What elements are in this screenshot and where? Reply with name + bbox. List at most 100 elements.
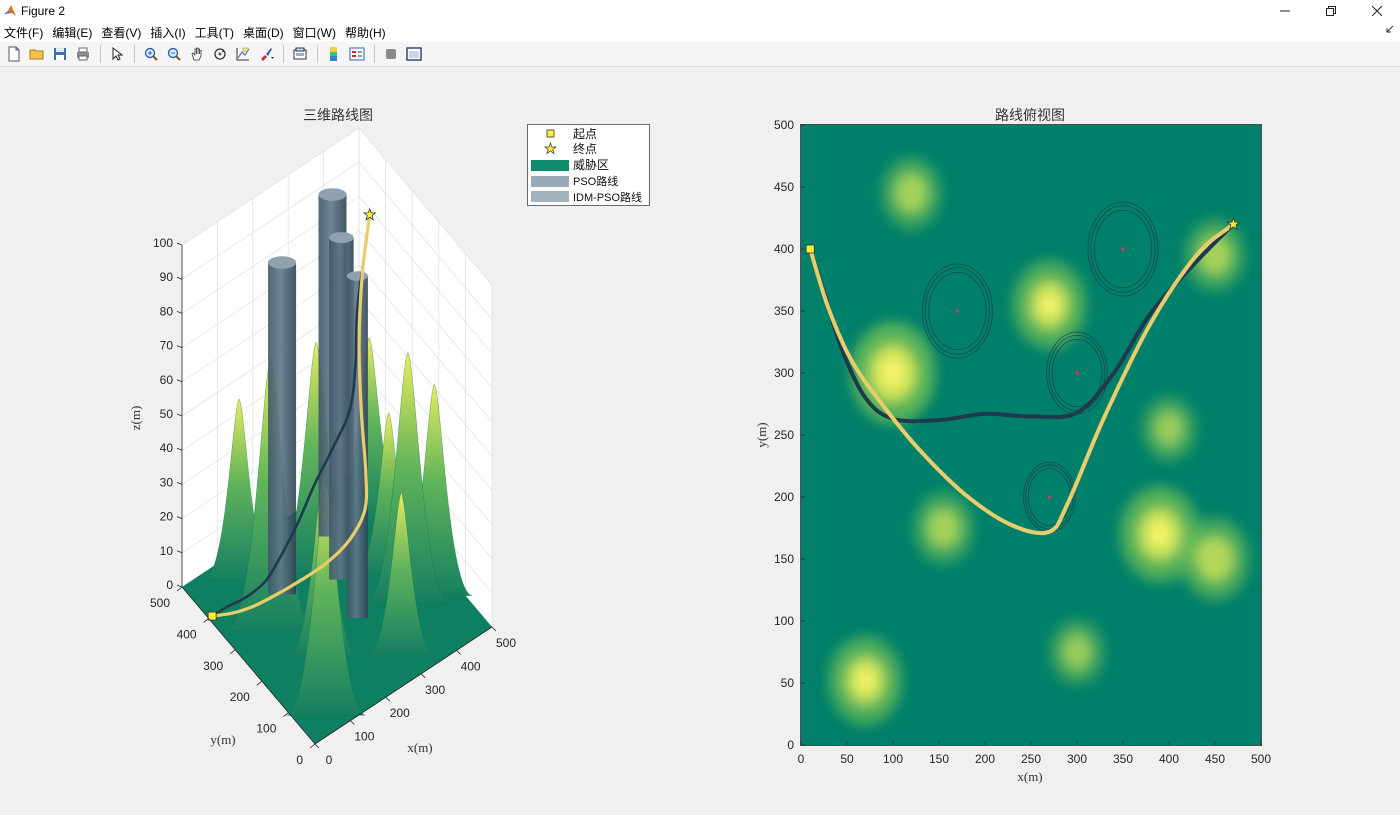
zoom-in-icon xyxy=(144,47,158,61)
open-folder-button[interactable] xyxy=(26,44,47,65)
menu-file[interactable]: 文件(F) xyxy=(4,25,44,40)
dock-icon xyxy=(405,47,422,61)
legend-end-marker xyxy=(544,142,557,155)
y-tick-label: 500 xyxy=(774,118,794,132)
legend-end-label: 终点 xyxy=(573,141,597,156)
data-cursor-button[interactable] xyxy=(232,44,253,65)
y-tick-label-3d: 400 xyxy=(177,627,197,641)
dock-button[interactable] xyxy=(403,44,424,65)
z-tick-label: 20 xyxy=(160,510,174,524)
terrain-peak-3d xyxy=(366,352,450,604)
grid-line xyxy=(358,196,493,354)
axis-line-3d xyxy=(314,743,320,749)
terrain-peak-3d xyxy=(368,492,434,655)
z-tick-label: 70 xyxy=(160,339,174,353)
legend-icon xyxy=(349,47,364,61)
minimize-button[interactable] xyxy=(1262,0,1308,22)
terrain-peak-core xyxy=(1195,535,1235,583)
y-tick-label-3d: 200 xyxy=(230,690,250,704)
terrain-surface xyxy=(182,336,492,744)
z-tick-label: 50 xyxy=(160,407,174,421)
colorbar-button[interactable] xyxy=(323,44,344,65)
z-axis-label: z(m) xyxy=(128,406,143,431)
select-arrow-button[interactable] xyxy=(106,44,127,65)
select-arrow-icon xyxy=(112,46,123,61)
pso-path-3d xyxy=(211,214,372,618)
x-axis-label-3d: x(m) xyxy=(407,740,432,755)
threat-center xyxy=(955,309,960,313)
menu-insert[interactable]: 插入(I) xyxy=(150,25,186,40)
threat-ring xyxy=(1093,209,1153,289)
terrain-peak-core xyxy=(1153,410,1185,448)
axis-line-3d xyxy=(176,311,183,314)
legend-start-marker xyxy=(546,129,555,138)
zoom-out-button[interactable] xyxy=(163,44,184,65)
menu-window[interactable]: 窗口(W) xyxy=(292,25,336,40)
axis-line-3d xyxy=(283,712,289,717)
legend-pso-swatch xyxy=(531,176,569,187)
toolbar-separator xyxy=(100,45,101,63)
pan-hand-button[interactable] xyxy=(186,44,207,65)
axis-line-3d xyxy=(420,673,426,679)
z-tick-label: 80 xyxy=(160,304,174,318)
x-tick-label-3d: 200 xyxy=(390,706,410,720)
axis-line-3d xyxy=(176,345,183,348)
x-tick-label: 250 xyxy=(1021,752,1041,766)
legend[interactable]: 起点 终点 威胁区 PSO路线 IDM-PSO路线 xyxy=(527,124,650,206)
y-tick-label: 400 xyxy=(774,242,794,256)
axis-line-3d xyxy=(385,696,391,702)
start-marker-3d xyxy=(207,611,217,621)
toolbar-separator xyxy=(317,45,318,63)
print-icon xyxy=(76,47,89,61)
save-icon xyxy=(53,48,66,60)
figure-canvas: 三维路线图 0100200300400500010020030040050001… xyxy=(128,108,1271,784)
y-tick-label-3d: 300 xyxy=(203,659,223,673)
threat-cylinders xyxy=(268,188,368,619)
pso-path-top xyxy=(808,222,1236,536)
zoom-in-button[interactable] xyxy=(140,44,161,65)
save-button[interactable] xyxy=(49,44,70,65)
open-folder-icon xyxy=(29,49,43,60)
link-plot-button[interactable] xyxy=(289,44,310,65)
x-tick-label: 300 xyxy=(1067,752,1087,766)
undock-arrow-icon[interactable] xyxy=(1386,25,1394,33)
axis-line-3d xyxy=(176,379,183,383)
hide-tools-button[interactable] xyxy=(380,44,401,65)
axis-line-3d xyxy=(176,586,183,592)
threat-ring xyxy=(1051,339,1103,407)
hide-tools-icon xyxy=(385,49,396,59)
menu-edit[interactable]: 编辑(E) xyxy=(52,25,93,40)
terrain-peak-core xyxy=(1061,633,1093,671)
threat-cylinder xyxy=(268,262,297,595)
legend-button[interactable] xyxy=(346,44,367,65)
print-button[interactable] xyxy=(72,44,93,65)
axis-line-3d xyxy=(491,626,497,632)
rotate-3d-button[interactable] xyxy=(209,44,230,65)
y-tick-label: 200 xyxy=(774,490,794,504)
three-d-axes[interactable]: 三维路线图 0 100 200 300 400 500 0 100 200 300 400 500 0 1… xyxy=(128,108,516,767)
new-file-button[interactable] xyxy=(3,44,24,65)
menu-tools[interactable]: 工具(T) xyxy=(194,25,234,40)
z-tick-label: 0 xyxy=(166,578,173,592)
axis-line-3d xyxy=(314,626,493,745)
z-tick-label: 60 xyxy=(160,373,174,387)
grid-line xyxy=(358,230,493,388)
threat-cylinder-cap xyxy=(329,232,354,244)
grid-line xyxy=(181,127,360,246)
top-view-axes[interactable]: 路线俯视图 0 50 100 150 200 250 300 350 400 450 500 0 50 1… xyxy=(754,108,1271,784)
y-tick-label: 350 xyxy=(774,304,794,318)
idm-pso-path-top xyxy=(808,222,1236,424)
menu-help[interactable]: 帮助(H) xyxy=(344,25,386,40)
menu-desktop[interactable]: 桌面(D) xyxy=(242,25,284,40)
axis-line-3d xyxy=(456,650,461,655)
maximize-button[interactable] xyxy=(1308,0,1354,22)
menu-view[interactable]: 查看(V) xyxy=(101,25,142,40)
grid-line xyxy=(181,161,360,280)
x-tick-label-3d: 0 xyxy=(326,753,333,767)
legend-idm-pso-label: IDM-PSO路线 xyxy=(573,190,642,204)
close-button[interactable] xyxy=(1354,0,1400,22)
paths-3d xyxy=(207,207,377,621)
close-icon xyxy=(1372,6,1382,16)
brush-button[interactable] xyxy=(255,44,276,65)
axis-line-3d xyxy=(181,586,316,745)
